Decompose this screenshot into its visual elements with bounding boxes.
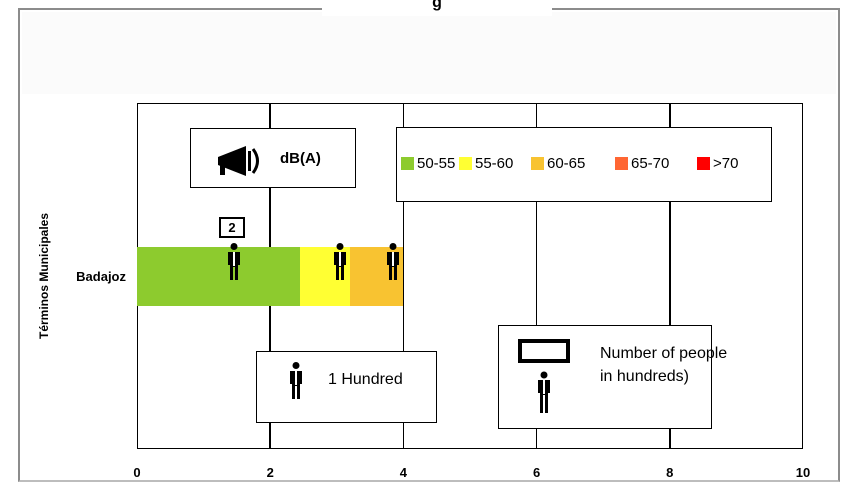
gridline xyxy=(535,103,538,449)
legend-item: 50-55 xyxy=(401,154,455,172)
legend-label: 50-55 xyxy=(417,154,456,172)
title-background xyxy=(322,0,552,16)
person-marker-icon xyxy=(226,243,242,286)
unit-note-label: 1 Hundred xyxy=(328,371,403,388)
bar-segment xyxy=(137,247,301,306)
db-label: dB(A) xyxy=(280,150,321,167)
x-tick-label: 2 xyxy=(266,465,274,480)
legend-swatch xyxy=(697,156,710,170)
x-tick-label: 0 xyxy=(133,465,141,480)
legend-item: 60-65 xyxy=(531,154,585,172)
header-band xyxy=(22,12,836,94)
legend-swatch xyxy=(401,156,414,170)
legend-swatch xyxy=(459,156,472,170)
legend-label: 60-65 xyxy=(547,154,586,172)
legend-item: 55-60 xyxy=(459,154,513,172)
legend-label: 55-60 xyxy=(475,154,514,172)
x-tick-label: 8 xyxy=(666,465,674,480)
category-label: Badajoz xyxy=(76,269,126,284)
legend-label: >70 xyxy=(713,154,739,172)
x-tick-label: 6 xyxy=(532,465,541,480)
gridline xyxy=(402,103,405,449)
y-axis-label: Términos Municipales xyxy=(37,212,51,340)
legend-label: 65-70 xyxy=(631,154,670,172)
person-marker-icon xyxy=(385,243,401,286)
x-tick-label: 10 xyxy=(795,465,811,480)
people-count-box: 2 xyxy=(219,217,245,238)
legend-item: 65-70 xyxy=(615,154,669,172)
chart-title: g xyxy=(432,0,442,11)
legend-swatch xyxy=(531,156,544,170)
person-icon xyxy=(290,362,302,399)
person-marker-icon xyxy=(332,243,348,286)
megaphone-icon xyxy=(218,146,259,176)
legend-item: >70 xyxy=(697,154,738,172)
gridline xyxy=(669,103,671,449)
x-tick-label: 4 xyxy=(399,465,407,480)
count-note-label: Number of people in hundreds) xyxy=(600,345,728,385)
db-legend-box xyxy=(190,128,356,188)
legend-swatch xyxy=(615,156,628,170)
person-with-box-icon xyxy=(518,339,570,413)
unit-note-box xyxy=(256,351,437,423)
